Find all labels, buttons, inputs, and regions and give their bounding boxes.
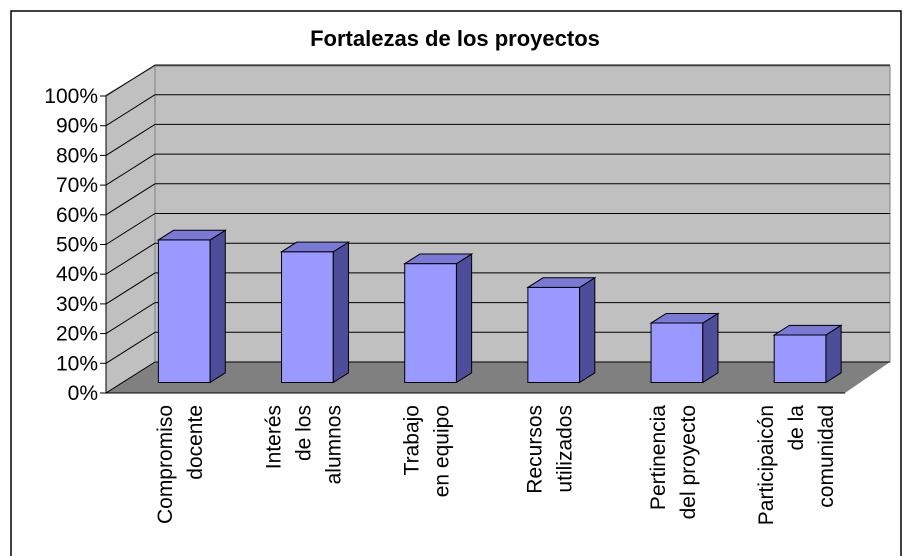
grid-line (105, 94, 156, 127)
grid-line (105, 242, 156, 275)
bar (772, 324, 843, 384)
x-tick-label: Participaicón de la comunidad (755, 405, 838, 526)
grid-line (105, 213, 156, 245)
y-tick-label: 20% (56, 323, 98, 346)
grid-line (105, 64, 156, 97)
bar (279, 241, 351, 384)
bar-side (209, 229, 226, 384)
grid-line (105, 123, 156, 156)
y-tick-label: 0% (68, 382, 98, 405)
bar-side (702, 312, 719, 384)
bar-front (527, 286, 581, 383)
x-tick-label: Trabajo en equipo (401, 405, 454, 497)
bar (402, 253, 474, 384)
x-tick-label: Pertinencia del proyecto (647, 405, 700, 520)
bar-top (772, 324, 843, 336)
y-tick-label: 10% (56, 352, 98, 375)
bar-side (332, 241, 349, 384)
bar-front (404, 263, 457, 383)
y-tick-label: 80% (56, 144, 98, 167)
grid-line (105, 302, 156, 335)
grid-line (105, 272, 156, 305)
bar-top (526, 277, 597, 288)
bar-side (455, 253, 473, 384)
bar-side (579, 276, 596, 384)
x-tick-label: Recursos utilizados (524, 405, 577, 494)
bar (649, 312, 720, 384)
chart-title: Fortalezas de los proyectos (310, 26, 600, 51)
grid-line (105, 331, 156, 364)
grid-line (105, 361, 156, 394)
bar-top (156, 229, 228, 241)
x-tick-label: Compromiso docente (154, 405, 207, 524)
y-tick-label: 90% (56, 115, 98, 138)
y-tick-label: 50% (56, 234, 98, 257)
bar-front (281, 251, 334, 383)
grid-line (105, 183, 156, 216)
bar-front (157, 239, 211, 383)
grid-line (105, 153, 156, 186)
x-tick-label: Interés de los alumnos (262, 405, 345, 484)
bar (156, 229, 228, 384)
y-tick-label: 40% (56, 263, 98, 286)
y-tick-label: 60% (56, 204, 98, 227)
y-tick-label: 70% (56, 174, 98, 197)
bar-front (650, 322, 704, 383)
y-tick-label: 30% (56, 293, 98, 316)
bar-top (402, 253, 474, 265)
y-tick-label: 100% (44, 85, 98, 108)
bar (526, 276, 597, 384)
bar-front (773, 334, 827, 383)
bar-top (649, 312, 720, 324)
bar-top (279, 241, 351, 253)
